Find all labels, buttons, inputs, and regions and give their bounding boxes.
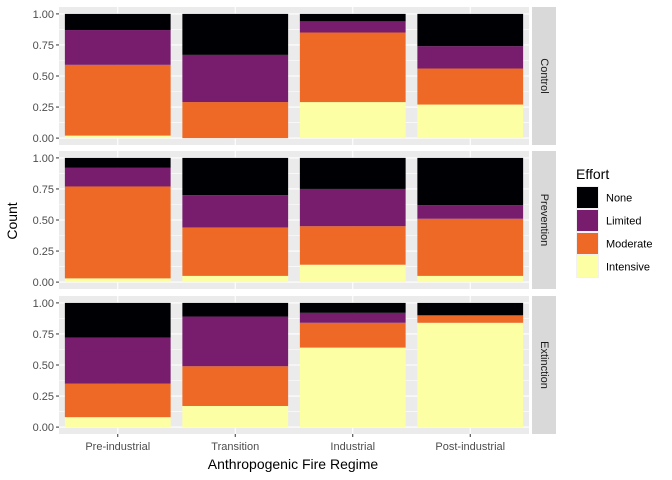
bar-prevention-post-industrial-limited [417,205,524,219]
bar-extinction-pre-industrial-limited [64,337,171,384]
x-tick-label: Transition [211,441,259,453]
bar-prevention-industrial-intensive [299,264,406,283]
bar-extinction-industrial-moderate [299,322,406,348]
bar-extinction-post-industrial-intensive [417,322,524,428]
bar-prevention-industrial-limited [299,188,406,227]
bar-prevention-pre-industrial-limited [64,167,171,187]
bar-control-transition-limited [182,54,289,103]
bar-control-post-industrial-intensive [417,104,524,139]
y-tick-label: 0.50 [33,215,54,227]
bar-control-transition-none [182,13,289,55]
y-tick-label: 0.00 [33,422,54,434]
bar-extinction-industrial-none [299,302,406,313]
y-tick-label: 0.75 [33,40,54,52]
legend-swatch-moderate [577,233,598,254]
bar-prevention-pre-industrial-intensive [64,278,171,283]
y-tick-label: 1.00 [33,298,54,310]
bar-extinction-post-industrial-none [417,302,524,316]
facet-strip-label: Extinction [538,341,550,389]
legend-swatch-limited [577,210,598,231]
bar-prevention-post-industrial-intensive [417,275,524,283]
bar-prevention-post-industrial-moderate [417,218,524,276]
panels-layer: 0.000.250.500.751.00Control0.000.250.500… [33,7,556,453]
facet-strip [532,7,556,145]
y-tick-label: 1.00 [33,9,54,21]
bar-control-post-industrial-limited [417,46,524,69]
bar-prevention-pre-industrial-moderate [64,186,171,279]
bar-prevention-transition-intensive [182,275,289,283]
y-tick-label: 0.25 [33,391,54,403]
facet-strip [532,296,556,434]
bar-control-pre-industrial-moderate [64,64,171,136]
bar-extinction-transition-limited [182,316,289,367]
bar-extinction-pre-industrial-none [64,302,171,338]
legend-title: Effort [576,166,609,182]
y-tick-label: 0.25 [33,102,54,114]
y-tick-label: 0.00 [33,133,54,145]
legend-label-intensive: Intensive [606,262,650,274]
bar-extinction-pre-industrial-moderate [64,383,171,418]
bar-extinction-transition-intensive [182,405,289,428]
bar-control-pre-industrial-none [64,13,171,31]
bar-prevention-post-industrial-none [417,157,524,206]
bar-control-industrial-moderate [299,32,406,103]
bar-extinction-transition-none [182,302,289,317]
panel-extinction: 0.00 0.25 0.50 0.75 1.00 Extinction [33,296,556,434]
bar-control-industrial-none [299,13,406,22]
legend-label-none: None [606,193,632,205]
bar-extinction-post-industrial-moderate [417,315,524,323]
bar-prevention-transition-none [182,157,289,196]
bar-control-pre-industrial-limited [64,30,171,65]
bar-control-post-industrial-moderate [417,68,524,105]
y-axis-label: Count [4,202,20,239]
x-tick-label: Industrial [330,441,375,453]
y-tick-label: 0.75 [33,184,54,196]
legend-swatch-none [577,187,598,208]
bar-extinction-industrial-intensive [299,347,406,428]
facet-strip-label: Control [538,58,550,93]
bar-extinction-industrial-limited [299,312,406,323]
y-tick-label: 1.00 [33,153,54,165]
panel-control: 0.00 0.25 0.50 0.75 1.00 Control [33,7,556,145]
bar-prevention-industrial-moderate [299,226,406,265]
bar-control-industrial-intensive [299,102,406,139]
bar-control-transition-moderate [182,102,289,139]
legend: Effort None Limited Moderate Intensive [576,166,652,278]
y-tick-label: 0.75 [33,329,54,341]
panel-prevention: 0.00 0.25 0.50 0.75 1.00 Prevention [33,151,556,289]
bar-extinction-transition-moderate [182,366,289,406]
legend-swatch-intensive [577,256,598,277]
bar-control-pre-industrial-intensive [64,135,171,139]
bar-control-industrial-limited [299,21,406,33]
facet-strip [532,151,556,289]
bar-prevention-transition-moderate [182,227,289,276]
x-axis-label: Anthropogenic Fire Regime [208,456,379,472]
legend-label-limited: Limited [606,216,641,228]
y-tick-label: 0.50 [33,71,54,83]
bar-prevention-pre-industrial-none [64,157,171,168]
bar-control-post-industrial-none [417,13,524,47]
x-tick-label: Pre-industrial [85,441,150,453]
bar-prevention-industrial-none [299,157,406,189]
x-tick-label: Post-industrial [435,441,505,453]
facet-strip-label: Prevention [538,194,550,247]
y-tick-label: 0.25 [33,246,54,258]
y-tick-label: 0.50 [33,360,54,372]
y-tick-label: 0.00 [33,277,54,289]
legend-label-moderate: Moderate [606,239,652,251]
bar-extinction-pre-industrial-intensive [64,417,171,428]
bar-prevention-transition-limited [182,195,289,228]
